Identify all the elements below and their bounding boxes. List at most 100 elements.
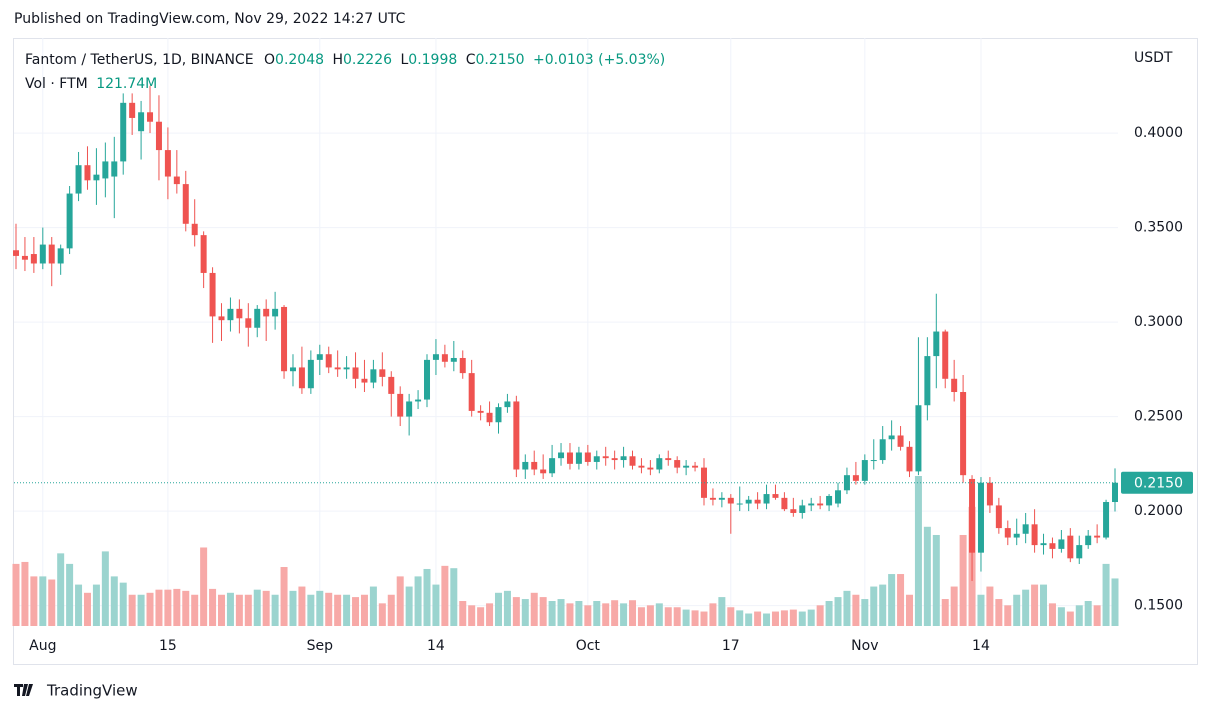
x-tick-label: Nov (851, 638, 878, 654)
candle-body (763, 494, 770, 504)
x-tick-label: 17 (722, 638, 740, 654)
o-value: 0.2048 (275, 52, 324, 68)
candle-body (120, 102, 127, 162)
volume-bar (146, 592, 154, 626)
candle-body (441, 354, 448, 362)
candle-body (647, 467, 654, 470)
candle-body (334, 367, 341, 370)
published: Published on TradingView.com, Nov 29, 20… (14, 11, 406, 27)
volume-bar (870, 586, 878, 626)
l-label: L (400, 52, 408, 68)
candle-body (66, 193, 73, 249)
volume-bar (369, 586, 377, 626)
candle-body (495, 407, 502, 423)
symbol: Fantom / TetherUS, 1D, BINANCE (25, 52, 254, 68)
candle-body (718, 497, 725, 500)
volume-bar (736, 610, 744, 626)
volume-bar (39, 576, 47, 626)
volume-bar (646, 605, 654, 626)
volume-bar (1013, 594, 1021, 626)
volume-bar (486, 603, 494, 626)
candle-body (808, 503, 815, 506)
y-tick-label: 0.4000 (1134, 125, 1183, 141)
candle-body (1040, 543, 1047, 546)
volume-bar (566, 603, 574, 626)
candle-body (209, 272, 216, 317)
volume-bar (387, 594, 395, 626)
volume-bar (745, 613, 753, 626)
currency: USDT (1134, 50, 1173, 66)
volume-bar (83, 592, 91, 626)
candle-body (1058, 539, 1065, 549)
volume-bar (1022, 589, 1030, 626)
volume-bar (244, 594, 252, 626)
volume-bar (816, 605, 824, 626)
candle-body (1112, 482, 1118, 503)
candle-body (656, 458, 663, 470)
candle-body (522, 461, 529, 470)
volume-bar (352, 597, 360, 626)
candle-body (316, 354, 323, 360)
candle-body (575, 452, 582, 464)
candle-body (93, 174, 100, 181)
candle-body (191, 223, 198, 236)
volume-bar (852, 594, 860, 626)
candle-body (772, 494, 779, 498)
volume-label: Vol · FTM (25, 76, 88, 92)
x-tick-label: 14 (427, 638, 445, 654)
volume-bar (30, 576, 38, 626)
last-price-label: 0.2150 (1134, 476, 1183, 492)
volume-bar (423, 568, 431, 626)
candle-body (692, 465, 699, 468)
candle-body (674, 460, 681, 468)
candle-body (84, 165, 91, 181)
candle-body (665, 458, 672, 461)
candle-body (245, 318, 252, 328)
volume-bar (923, 526, 931, 626)
volume-bar (21, 561, 29, 626)
volume-bar (843, 590, 851, 626)
candle-body (683, 465, 690, 468)
volume-bar (977, 594, 985, 626)
candle-body (254, 308, 261, 328)
candle-body (477, 410, 484, 413)
volume-bar (316, 590, 324, 626)
volume-bar (92, 584, 100, 626)
volume-bar (253, 589, 261, 626)
candle-body (709, 497, 716, 500)
logo: TradingView (14, 682, 138, 700)
volume-bar (226, 592, 234, 626)
candle-body (915, 405, 922, 472)
legend: Fantom / TetherUS, 1D, BINANCE O0.2048 H… (25, 52, 665, 68)
candle-body (602, 456, 609, 459)
volume-value: 121.74M (96, 76, 157, 92)
candle-body (325, 354, 332, 368)
y-tick-label: 0.3500 (1134, 220, 1183, 236)
volume-bar (575, 601, 583, 626)
candle-body (182, 184, 189, 224)
candle-body (406, 401, 413, 417)
volume-bar (66, 563, 74, 626)
volume-bar (12, 563, 20, 626)
candle-body (468, 373, 475, 411)
candle-body (861, 460, 868, 481)
frame (13, 38, 1198, 665)
volume-bar (798, 611, 806, 626)
candle-body (852, 475, 859, 481)
volume-bar (1075, 605, 1083, 626)
volume-bar (718, 597, 726, 626)
candle-body (986, 482, 993, 506)
volume-bar (289, 590, 297, 626)
volume-bar (986, 586, 994, 626)
volume-bar (825, 601, 833, 626)
volume-bar (325, 592, 333, 626)
candle-body (888, 435, 895, 440)
volume-bar (709, 603, 717, 626)
candle-body (147, 112, 154, 122)
candle-body (1076, 545, 1083, 559)
volume-bar (664, 607, 672, 626)
y-tick-label: 0.2000 (1134, 503, 1183, 519)
volume-bar (468, 605, 476, 626)
volume-bar (75, 584, 83, 626)
